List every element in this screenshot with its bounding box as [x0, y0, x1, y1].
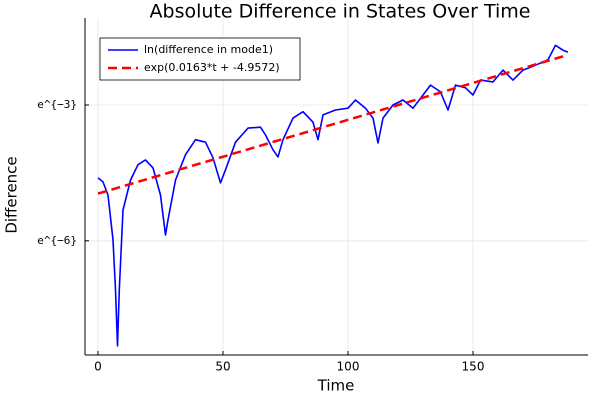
legend-label: ln(difference in mode1)	[144, 43, 273, 56]
y-tick-label: e^{−6}	[37, 234, 77, 247]
series-line	[97, 44, 569, 347]
x-tick-label: 150	[462, 360, 485, 374]
x-tick-label: 0	[94, 360, 102, 374]
x-tick-label: 50	[215, 360, 230, 374]
x-axis-label: Time	[317, 377, 355, 395]
chart-title: Absolute Difference in States Over Time	[150, 1, 531, 23]
legend-label: exp(0.0163*t + -4.9572)	[144, 61, 280, 74]
y-tick-label: e^{−3}	[37, 98, 77, 111]
series-line	[97, 53, 569, 195]
y-axis-label: Difference	[3, 156, 21, 233]
legend-box	[99, 37, 301, 81]
x-tick-label: 100	[337, 360, 360, 374]
